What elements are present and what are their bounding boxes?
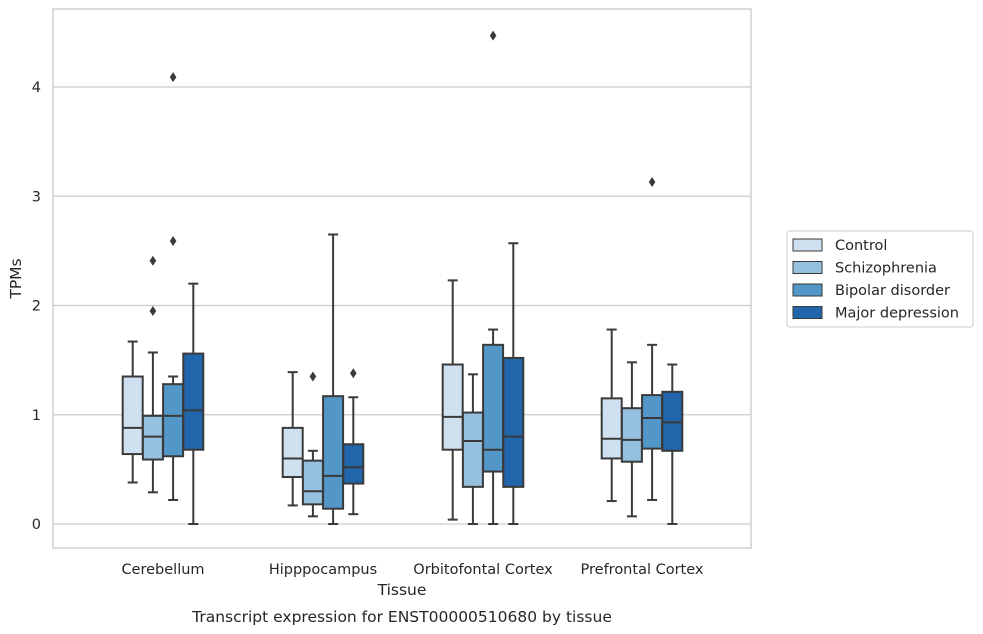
- legend-item: Bipolar disorder: [792, 283, 950, 299]
- box-schizophrenia: [141, 255, 164, 494]
- legend: Control Schizophrenia Bipolar disorder Majo…: [786, 230, 974, 328]
- y-axis-label: TPMs: [7, 258, 25, 299]
- iqr-box: [661, 390, 684, 452]
- box-bipolar-disorder: [162, 72, 185, 501]
- legend-swatch: [792, 283, 823, 297]
- iqr-box: [502, 356, 525, 488]
- iqr-box: [301, 459, 324, 506]
- box-schizophrenia: [620, 361, 643, 518]
- iqr-box: [141, 414, 164, 461]
- iqr-box: [322, 395, 345, 510]
- iqr-box: [620, 407, 643, 463]
- y-tick-label: 3: [32, 189, 41, 205]
- legend-label: Schizophrenia: [835, 261, 937, 277]
- iqr-box: [600, 397, 623, 460]
- iqr-box: [461, 411, 484, 488]
- outlier-point: [648, 177, 656, 188]
- chart-caption: Transcript expression for ENST0000051068…: [191, 608, 612, 626]
- y-tick-label: 2: [32, 299, 41, 315]
- legend-label: Control: [835, 238, 887, 254]
- legend-item: Major depression: [792, 306, 959, 322]
- iqr-box: [281, 426, 304, 479]
- box-control: [281, 371, 304, 507]
- legend-swatch: [792, 261, 823, 274]
- x-tick-label: Prefrontal Cortex: [581, 562, 704, 578]
- legend-swatch: [792, 306, 823, 319]
- box-major-depression: [661, 363, 684, 525]
- box-control: [121, 340, 144, 484]
- iqr-box: [482, 343, 505, 473]
- box-major-depression: [502, 242, 525, 525]
- legend-label: Major depression: [835, 306, 959, 322]
- outlier-point: [169, 236, 177, 247]
- outlier-point: [149, 255, 157, 266]
- box-control: [441, 279, 464, 521]
- box-bipolar-disorder: [322, 233, 345, 525]
- plot-frame: [52, 8, 752, 549]
- iqr-box: [342, 443, 365, 485]
- iqr-box: [121, 375, 144, 456]
- outlier-point: [149, 305, 157, 316]
- outlier-point: [350, 368, 357, 379]
- outlier-point: [169, 72, 177, 83]
- box-bipolar-disorder: [482, 30, 505, 525]
- y-tick-label: 1: [32, 408, 41, 424]
- y-tick-label: 4: [32, 80, 41, 96]
- x-tick-label: Cerebellum: [121, 562, 204, 578]
- plot-boxes: [121, 30, 684, 525]
- box-major-depression: [182, 282, 205, 525]
- x-tick-label: Hipppocampus: [269, 562, 377, 578]
- y-tick-label: 0: [32, 517, 41, 533]
- iqr-box: [641, 394, 664, 450]
- legend-label: Bipolar disorder: [835, 283, 950, 299]
- legend-item: Schizophrenia: [792, 261, 937, 277]
- outlier-point: [489, 30, 497, 41]
- x-axis-ticks: Cerebellum Hipppocampus Orbitofontal Corte…: [121, 562, 703, 578]
- y-axis-ticks: 0 1 2 3 4: [32, 80, 41, 533]
- legend-swatch: [792, 238, 823, 252]
- iqr-box: [441, 363, 464, 451]
- x-tick-label: Orbitofontal Cortex: [413, 562, 553, 578]
- box-bipolar-disorder: [641, 177, 664, 501]
- box-schizophrenia: [461, 373, 484, 525]
- legend-item: Control: [792, 238, 887, 254]
- iqr-box: [162, 383, 185, 458]
- box-control: [600, 328, 623, 503]
- legend-frame: [786, 230, 974, 328]
- box-schizophrenia: [301, 371, 324, 518]
- box-major-depression: [342, 368, 365, 516]
- x-axis-label: Tissue: [377, 581, 427, 599]
- outlier-point: [309, 371, 317, 382]
- iqr-box: [182, 352, 205, 451]
